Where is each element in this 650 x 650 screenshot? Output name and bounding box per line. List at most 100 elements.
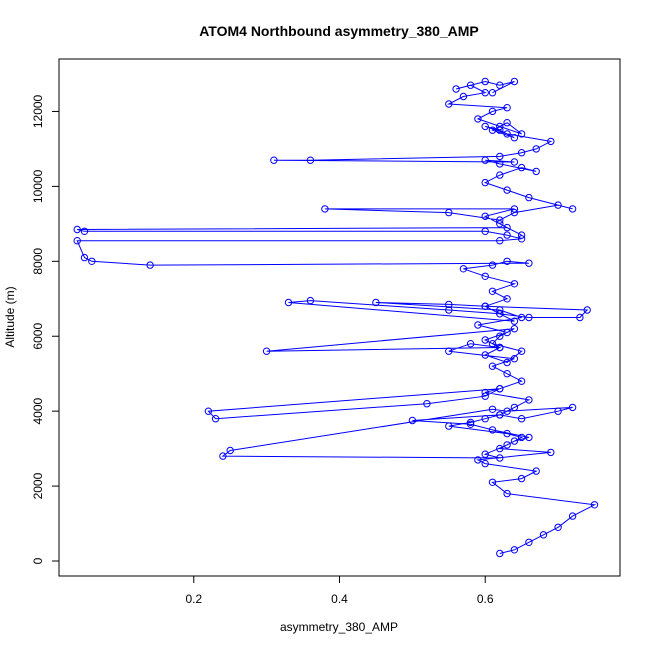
- data-point: [88, 257, 96, 265]
- data-point: [270, 156, 278, 164]
- data-point: [496, 411, 504, 419]
- data-point: [517, 377, 526, 385]
- data-point: [372, 298, 380, 307]
- data-point: [496, 332, 504, 340]
- data-point: [466, 420, 475, 428]
- data-point: [481, 77, 489, 86]
- data-point: [517, 415, 526, 423]
- data-point: [517, 149, 526, 157]
- chart-title: ATOM4 Northbound asymmetry_380_AMP: [199, 23, 479, 39]
- data-point: [459, 265, 468, 273]
- data-point: [510, 325, 519, 333]
- data-point: [554, 523, 562, 531]
- data-point: [481, 388, 489, 397]
- y-tick-label: 4000: [31, 397, 45, 424]
- data-point: [481, 227, 489, 236]
- data-point: [445, 100, 453, 108]
- x-axis-label: asymmetry_380_AMP: [280, 620, 398, 634]
- data-point: [517, 433, 526, 442]
- data-point: [525, 259, 533, 267]
- data-point: [73, 225, 81, 234]
- data-point: [503, 407, 511, 415]
- series-line: [76, 80, 597, 554]
- data-point: [445, 306, 453, 314]
- data-point: [284, 298, 293, 307]
- data-point: [496, 343, 504, 352]
- data-point: [496, 152, 504, 161]
- data-point: [510, 437, 519, 445]
- data-point: [503, 186, 511, 194]
- data-point: [488, 426, 497, 434]
- data-point: [496, 160, 504, 168]
- data-point: [496, 237, 504, 245]
- data-point: [503, 130, 511, 138]
- data-point: [496, 385, 504, 393]
- y-axis: 0 2000 4000 6000 8000 10000 12000: [31, 94, 60, 564]
- data-point: [80, 253, 89, 262]
- data-point: [445, 422, 453, 430]
- data-point: [496, 220, 504, 228]
- data-point: [517, 231, 526, 239]
- data-point: [510, 280, 519, 288]
- data-point: [481, 89, 489, 97]
- data-point: [510, 546, 519, 554]
- data-point: [525, 433, 533, 442]
- data-point: [73, 237, 81, 245]
- data-point: [211, 415, 220, 423]
- x-axis: 0.2 0.4 0.6: [185, 575, 494, 606]
- data-point: [583, 306, 591, 314]
- data-point: [503, 429, 511, 438]
- data-point: [503, 231, 511, 239]
- data-point: [503, 295, 511, 303]
- x-tick-label: 0.2: [185, 592, 202, 606]
- data-point: [466, 81, 475, 89]
- data-point: [459, 92, 468, 101]
- data-point: [517, 474, 526, 483]
- x-tick-label: 0.4: [331, 592, 348, 606]
- data-point: [481, 212, 489, 221]
- data-point: [146, 261, 154, 269]
- data-point: [474, 456, 482, 464]
- y-axis-label: Altitude (m): [3, 286, 17, 347]
- data-point: [496, 122, 504, 131]
- data-point: [496, 310, 504, 318]
- data-point: [517, 235, 526, 243]
- data-point: [503, 257, 511, 265]
- data-point: [445, 300, 453, 309]
- data-point: [568, 403, 577, 412]
- data-point: [503, 489, 511, 498]
- data-point: [488, 89, 497, 97]
- data-point: [517, 347, 526, 355]
- data-point: [503, 119, 511, 127]
- data-point: [496, 306, 504, 314]
- data-point: [554, 201, 562, 209]
- data-point: [306, 296, 315, 305]
- data-point: [525, 313, 533, 322]
- data-point: [496, 81, 504, 89]
- data-point: [517, 163, 526, 172]
- y-tick-label: 10000: [31, 169, 45, 203]
- data-point: [219, 452, 227, 460]
- data-point: [547, 448, 555, 457]
- data-point: [503, 104, 511, 112]
- data-point: [510, 205, 519, 213]
- data-point: [496, 216, 504, 224]
- data-point: [488, 126, 497, 134]
- data-point: [496, 171, 504, 179]
- data-point: [481, 415, 489, 423]
- data-point: [488, 107, 497, 116]
- data-point: [496, 444, 504, 453]
- data-point: [488, 478, 497, 486]
- data-point: [517, 130, 526, 138]
- data-point: [466, 340, 475, 348]
- data-point: [226, 446, 234, 455]
- y-tick-label: 2000: [31, 472, 45, 499]
- data-point: [532, 467, 540, 475]
- data-point: [481, 351, 489, 359]
- y-tick-label: 6000: [31, 323, 45, 350]
- data-point: [481, 156, 489, 164]
- data-point: [510, 355, 519, 363]
- y-tick-label: 8000: [31, 248, 45, 275]
- y-tick-label: 12000: [31, 94, 45, 128]
